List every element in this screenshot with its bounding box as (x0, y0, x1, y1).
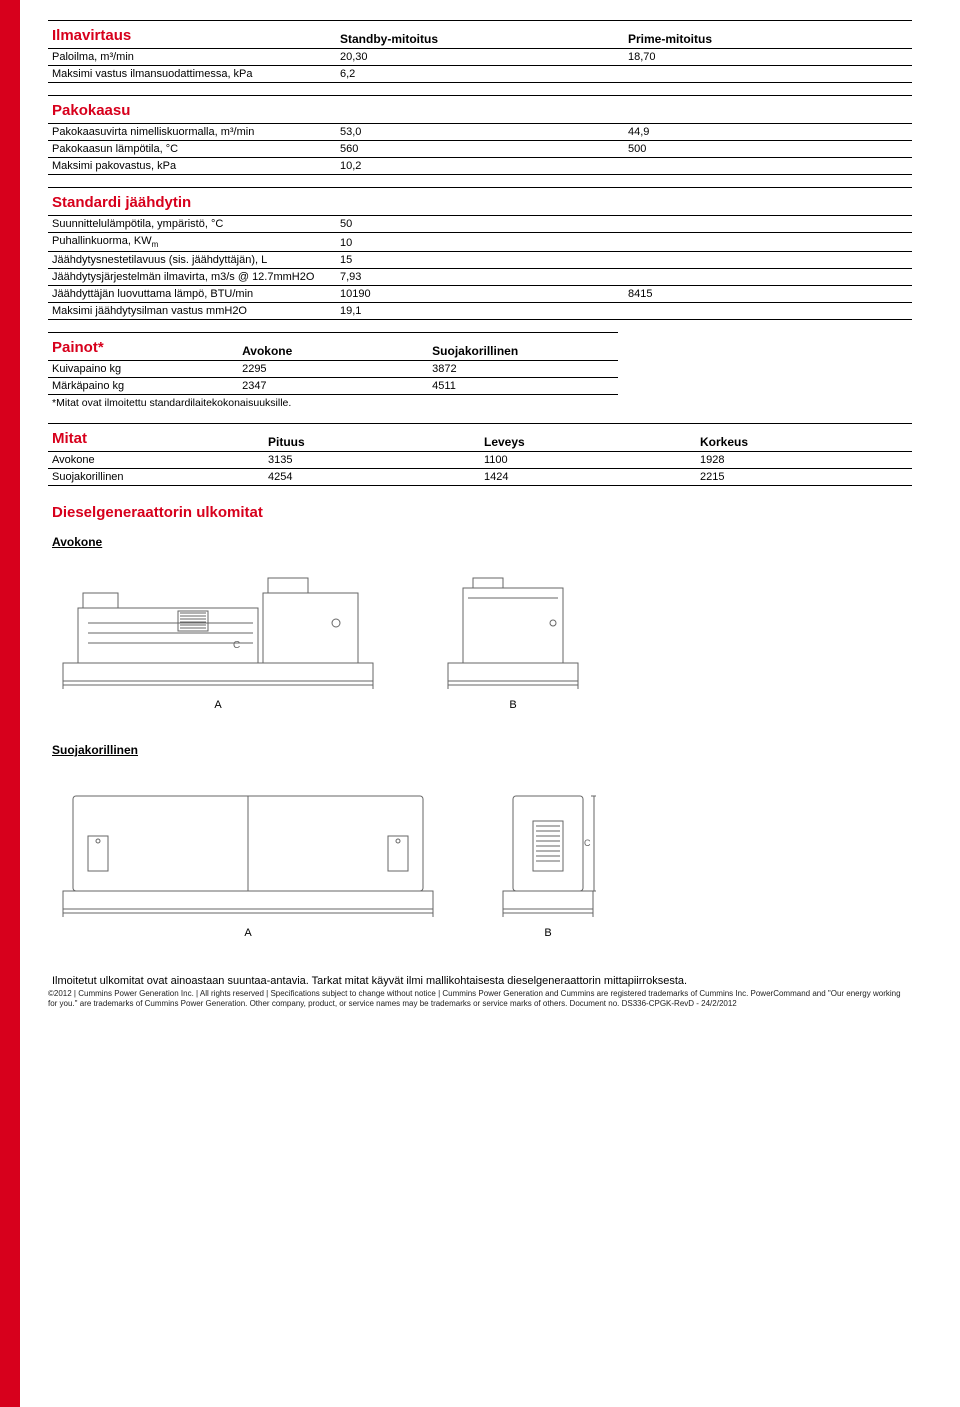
table-row: Pakokaasuvirta nimelliskuormalla, m³/min… (48, 124, 912, 141)
enclosed-heading: Suojakorillinen (48, 733, 912, 761)
table-row: Jäähdyttäjän luovuttama lämpö, BTU/min 1… (48, 286, 912, 303)
dim-a-label: A (58, 699, 378, 711)
airflow-table: Ilmavirtaus Standby-mitoitus Prime-mitoi… (48, 20, 912, 83)
table-row: Puhallinkuorma, KWm 10 (48, 233, 912, 252)
radiator-title: Standardi jäähdytin (48, 188, 912, 216)
airflow-title: Ilmavirtaus (48, 21, 336, 49)
weights-table: Painot* Avokone Suojakorillinen Kuivapai… (48, 332, 618, 395)
col-height: Korkeus (696, 424, 912, 452)
table-row: Kuivapaino kg 2295 3872 (48, 361, 618, 378)
table-row: Avokone 3135 1100 1928 (48, 452, 912, 469)
col-enclosed: Suojakorillinen (428, 333, 618, 361)
table-row: Suunnittelulämpötila, ympäristö, °C 50 (48, 216, 912, 233)
fan-load-label: Puhallinkuorma, KWm (48, 233, 336, 252)
table-row: Jäähdytysjärjestelmän ilmavirta, m3/s @ … (48, 269, 912, 286)
table-row: Jäähdytysnestetilavuus (sis. jäähdyttäjä… (48, 252, 912, 269)
open-diagrams: C A B (48, 553, 912, 721)
table-row: Paloilma, m³/min 20,30 18,70 (48, 49, 912, 66)
radiator-table: Standardi jäähdytin Suunnittelulämpötila… (48, 187, 912, 320)
enclosed-side-view-icon (58, 781, 438, 921)
table-row: Pakokaasun lämpötila, °C 560 500 (48, 141, 912, 158)
outline-title: Dieselgeneraattorin ulkomitat (48, 498, 912, 525)
col-prime: Prime-mitoitus (624, 21, 912, 49)
table-row: Maksimi pakovastus, kPa 10,2 (48, 158, 912, 175)
dim-a-label-2: A (58, 927, 438, 939)
open-side-view-icon: C (58, 573, 378, 693)
svg-text:C: C (584, 838, 591, 848)
weights-title: Painot* (48, 333, 238, 361)
dims-title: Mitat (48, 424, 264, 452)
exhaust-table: Pakokaasu Pakokaasuvirta nimelliskuormal… (48, 95, 912, 175)
dims-table: Mitat Pituus Leveys Korkeus Avokone 3135… (48, 423, 912, 486)
open-heading: Avokone (48, 525, 912, 553)
open-front-view-icon (438, 573, 588, 693)
page-footer: ©2012 | Cummins Power Generation Inc. | … (48, 989, 912, 1009)
weights-note: *Mitat ovat ilmoitettu standardilaitekok… (48, 395, 912, 411)
table-row: Maksimi vastus ilmansuodattimessa, kPa 6… (48, 66, 912, 83)
dims-footnote: Ilmoitetut ulkomitat ovat ainoastaan suu… (48, 973, 912, 989)
table-row: Maksimi jäähdytysilman vastus mmH2O 19,1 (48, 303, 912, 320)
exhaust-title: Pakokaasu (48, 96, 912, 124)
dim-b-label-2: B (498, 927, 598, 939)
col-open: Avokone (238, 333, 428, 361)
col-length: Pituus (264, 424, 480, 452)
enclosed-front-view-icon: C (498, 781, 598, 921)
col-width: Leveys (480, 424, 696, 452)
table-row: Märkäpaino kg 2347 4511 (48, 378, 618, 395)
dim-b-label: B (438, 699, 588, 711)
svg-text:C: C (233, 640, 240, 651)
enclosed-diagrams: A C (48, 761, 912, 949)
table-row: Suojakorillinen 4254 1424 2215 (48, 469, 912, 486)
col-standby: Standby-mitoitus (336, 21, 624, 49)
